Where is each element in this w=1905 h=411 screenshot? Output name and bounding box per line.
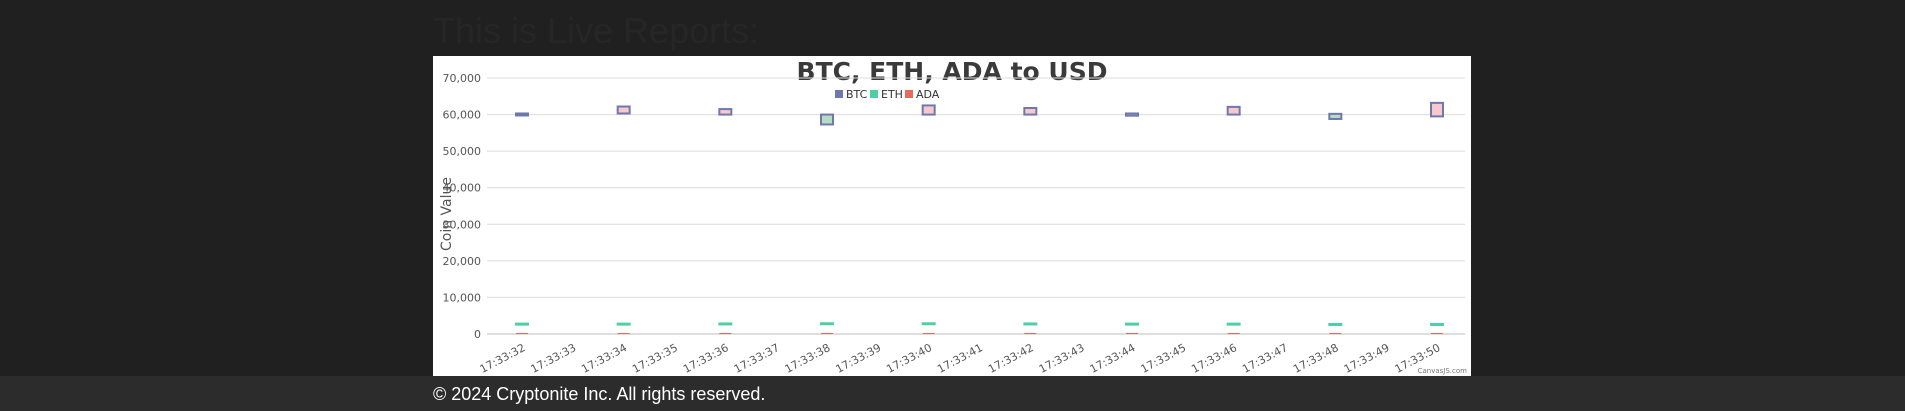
x-tick-label: 17:33:35 bbox=[630, 341, 680, 376]
legend-item-ada[interactable]: ADA bbox=[905, 88, 940, 101]
y-axis-title: Coin Value bbox=[439, 177, 455, 251]
chart-gridlines bbox=[487, 77, 1465, 335]
x-tick-label: 17:33:46 bbox=[1189, 341, 1239, 376]
footer bbox=[0, 376, 1905, 411]
chart-title: BTC, ETH, ADA to USD bbox=[797, 57, 1108, 86]
candle-body bbox=[1023, 106, 1038, 116]
candle-body bbox=[820, 113, 834, 126]
x-tick-label: 17:33:41 bbox=[935, 341, 985, 376]
series-btc bbox=[515, 101, 1444, 126]
candle-body bbox=[1430, 101, 1444, 118]
candle-body bbox=[616, 322, 631, 326]
candle-body bbox=[718, 108, 733, 116]
x-tick-label: 17:33:42 bbox=[986, 341, 1036, 376]
candle-body bbox=[820, 322, 834, 326]
candle-body bbox=[1125, 322, 1139, 326]
chart-legend[interactable]: BTC ETH ADA bbox=[835, 88, 940, 101]
x-tick-label: 17:33:45 bbox=[1139, 341, 1189, 376]
y-tick-label: 30,000 bbox=[443, 218, 482, 231]
x-axis: 17:33:32 17:33:33 17:33:34 17:33:35 17:33:36… bbox=[478, 341, 1443, 376]
y-axis: 0 10,000 20,000 30,000 40,000 50,000 60,000 70,… bbox=[443, 72, 482, 341]
footer-copyright: © 2024 Cryptonite Inc. All rights reserv… bbox=[433, 384, 766, 404]
x-tick-label: 17:33:34 bbox=[579, 341, 629, 376]
y-tick-label: 50,000 bbox=[443, 145, 482, 158]
y-tick-label: 40,000 bbox=[443, 182, 482, 195]
y-tick-label: 70,000 bbox=[443, 72, 482, 85]
candle-body bbox=[921, 104, 936, 116]
series-eth bbox=[515, 322, 1444, 326]
page-heading: This is Live Reports: bbox=[433, 10, 760, 51]
chart-canvas: BTC, ETH, ADA to USD BTC ETH ADA 0 10,000 20… bbox=[439, 57, 1468, 376]
legend-item-eth[interactable]: ETH bbox=[870, 88, 903, 101]
x-tick-label: 17:33:47 bbox=[1240, 341, 1290, 376]
y-tick-label: 60,000 bbox=[443, 109, 482, 122]
legend-swatch bbox=[870, 90, 878, 98]
candle-body bbox=[1328, 322, 1343, 326]
x-tick-label: 17:33:39 bbox=[834, 341, 884, 376]
legend-label: ETH bbox=[881, 88, 903, 101]
chart-series bbox=[515, 101, 1444, 334]
x-tick-label: 17:33:33 bbox=[529, 341, 579, 376]
candle-body bbox=[718, 322, 733, 326]
x-tick-label: 17:33:44 bbox=[1088, 341, 1138, 376]
candle-body bbox=[921, 322, 936, 326]
x-tick-label: 17:33:37 bbox=[732, 341, 782, 376]
candle-body bbox=[1328, 112, 1343, 120]
candle-body bbox=[1023, 322, 1038, 326]
x-tick-label: 17:33:38 bbox=[783, 341, 833, 376]
legend-label: BTC bbox=[846, 88, 868, 101]
candle-body bbox=[1430, 322, 1444, 326]
candle-body bbox=[1226, 105, 1241, 116]
x-tick-label: 17:33:43 bbox=[1037, 341, 1087, 376]
y-tick-label: 20,000 bbox=[443, 255, 482, 268]
x-tick-label: 17:33:36 bbox=[681, 341, 731, 376]
candle-body bbox=[515, 322, 529, 326]
x-tick-label: 17:33:32 bbox=[478, 341, 528, 376]
live-report-chart: BTC, ETH, ADA to USD BTC ETH ADA 0 10,000 20… bbox=[433, 56, 1471, 376]
legend-swatch bbox=[905, 90, 913, 98]
chart-credit[interactable]: CanvasJS.com bbox=[1418, 367, 1468, 375]
legend-item-btc[interactable]: BTC bbox=[835, 88, 868, 101]
candle-body bbox=[616, 105, 631, 115]
y-tick-label: 0 bbox=[474, 328, 481, 341]
y-tick-label: 10,000 bbox=[443, 291, 482, 304]
x-tick-label: 17:33:40 bbox=[884, 341, 934, 376]
x-tick-label: 17:33:48 bbox=[1291, 341, 1341, 376]
legend-label: ADA bbox=[916, 88, 940, 101]
x-tick-label: 17:33:49 bbox=[1342, 341, 1392, 376]
candle-body bbox=[1226, 322, 1241, 326]
candle-body bbox=[515, 112, 529, 117]
candle-body bbox=[1125, 112, 1139, 117]
legend-swatch bbox=[835, 90, 843, 98]
